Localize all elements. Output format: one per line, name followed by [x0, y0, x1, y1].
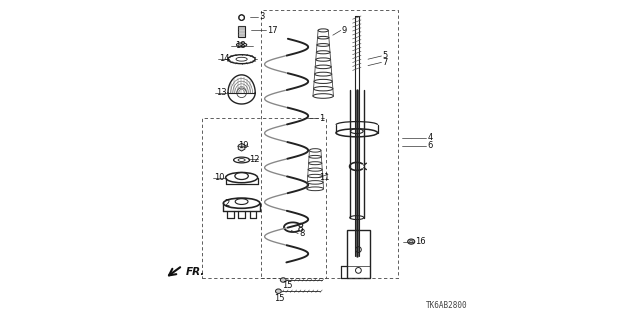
Text: 10: 10	[214, 173, 225, 182]
Bar	[347, 230, 370, 278]
Text: 5: 5	[383, 52, 388, 60]
Text: 19: 19	[238, 141, 248, 150]
Text: 6: 6	[428, 141, 433, 150]
Text: 17: 17	[268, 26, 278, 35]
Text: 14: 14	[219, 54, 230, 63]
Text: TK6AB2800: TK6AB2800	[426, 301, 467, 310]
Text: 1: 1	[319, 114, 324, 123]
Text: 3: 3	[259, 12, 264, 21]
Text: 15: 15	[282, 281, 292, 290]
Text: 9: 9	[342, 26, 347, 35]
Ellipse shape	[408, 239, 415, 244]
Bar	[238, 26, 246, 37]
Text: 16: 16	[415, 237, 426, 246]
Text: 13: 13	[216, 88, 227, 97]
Text: 8: 8	[300, 229, 305, 238]
Text: 11: 11	[319, 173, 330, 182]
Text: 2: 2	[224, 199, 229, 208]
Text: 15: 15	[275, 294, 285, 303]
Text: FR.: FR.	[186, 267, 205, 277]
Ellipse shape	[280, 278, 286, 282]
Text: 12: 12	[249, 155, 259, 164]
Text: 7: 7	[383, 58, 388, 67]
Text: 18: 18	[236, 41, 246, 50]
Ellipse shape	[275, 289, 282, 293]
Text: 4: 4	[428, 133, 433, 142]
